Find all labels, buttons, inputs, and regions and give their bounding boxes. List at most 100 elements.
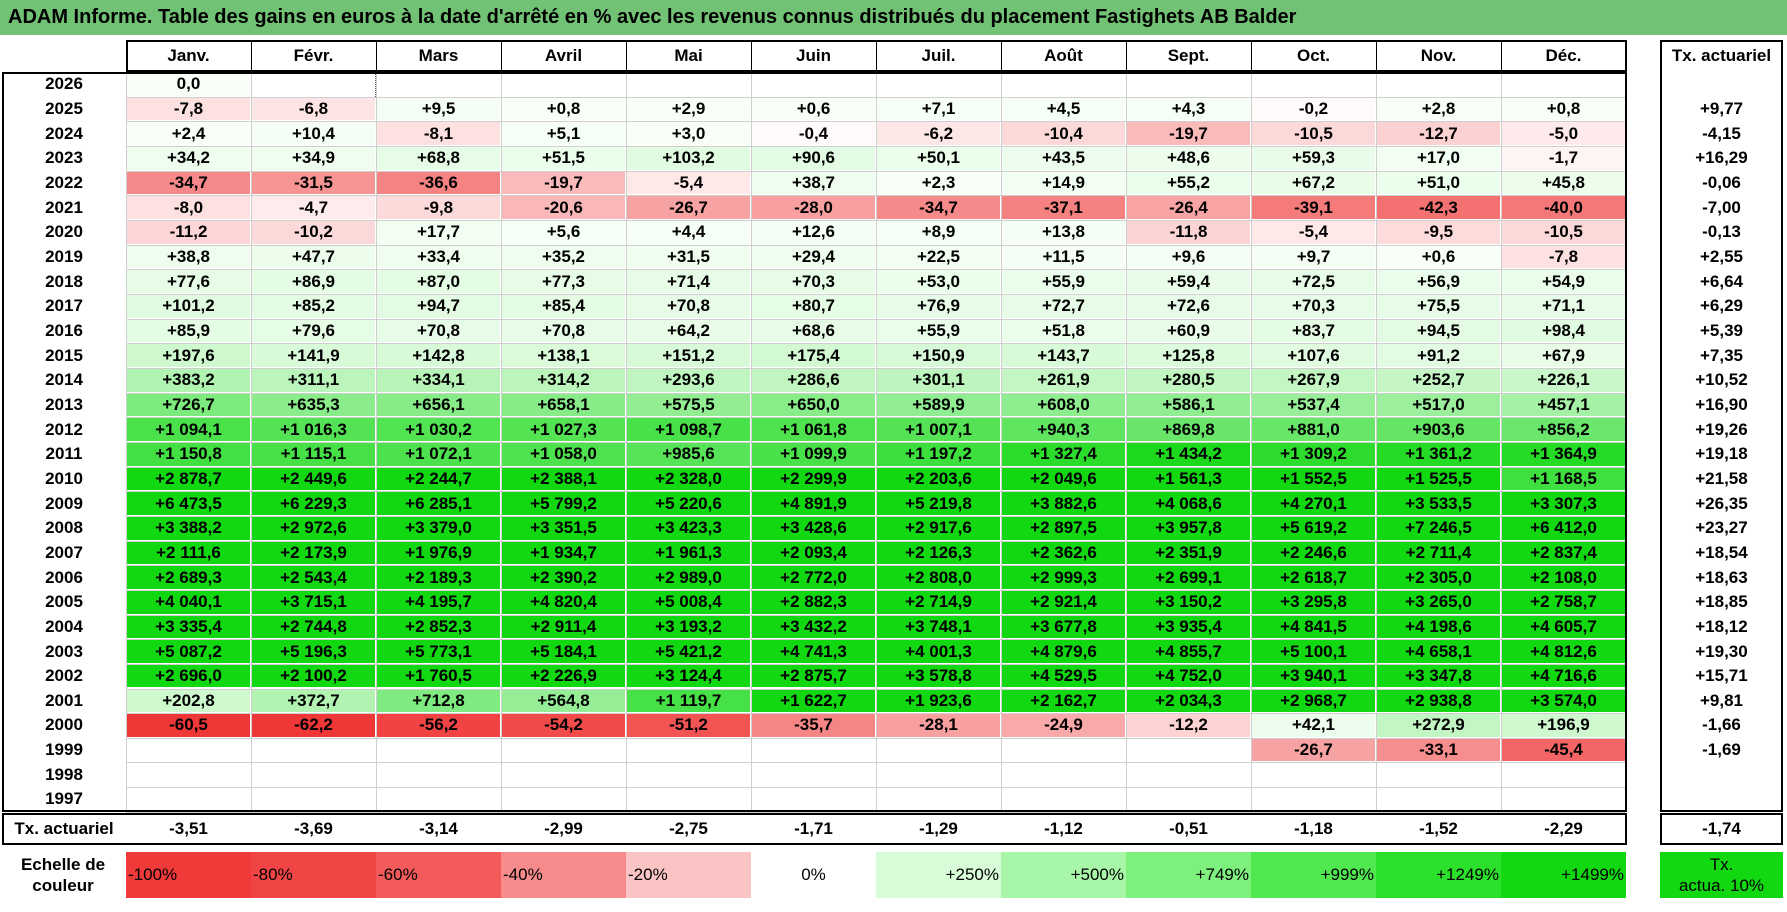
- footer-annual-rate: -1,74: [1702, 819, 1741, 838]
- value-cell: +72,7: [1002, 294, 1125, 318]
- header-separator: [1251, 40, 1252, 72]
- value-cell: +29,4: [752, 245, 875, 269]
- value-cell: +2 189,3: [377, 566, 500, 589]
- value-cell: +1 923,6: [877, 689, 1000, 713]
- header-separator: [1501, 40, 1502, 72]
- value-cell: +2 968,7: [1252, 689, 1375, 713]
- value-cell: +2 989,0: [627, 566, 750, 589]
- value-cell: +301,1: [877, 368, 1000, 392]
- value-cell: -1,7: [1502, 146, 1625, 170]
- value-cell: +34,2: [127, 146, 250, 170]
- value-cell: +70,3: [1252, 294, 1375, 318]
- value-cell: +71,4: [627, 270, 750, 293]
- value-cell: +107,6: [1252, 344, 1375, 367]
- year-label: 2025: [45, 98, 83, 118]
- value-cell: +3 423,3: [627, 516, 750, 540]
- value-cell: +60,9: [1127, 319, 1250, 343]
- value-cell: [377, 738, 500, 762]
- value-cell: +7,1: [877, 97, 1000, 121]
- value-cell: +80,7: [752, 294, 875, 318]
- value-cell: +151,2: [627, 344, 750, 367]
- value-cell: -19,7: [1127, 122, 1250, 145]
- value-cell: +4 820,4: [502, 590, 625, 614]
- year-label: 1997: [45, 789, 83, 809]
- value-cell: +2 093,4: [752, 541, 875, 565]
- year-label: 2024: [45, 123, 83, 143]
- value-cell: +55,2: [1127, 171, 1250, 195]
- value-cell: +9,6: [1127, 245, 1250, 269]
- value-cell: +2 875,7: [752, 664, 875, 688]
- month-header: Déc.: [1545, 46, 1582, 65]
- value-cell: [1502, 788, 1625, 811]
- value-cell: +4 040,1: [127, 590, 250, 614]
- value-cell: +56,9: [1377, 270, 1500, 293]
- value-cell: +635,3: [252, 393, 375, 417]
- value-cell: [877, 738, 1000, 762]
- legend-swatch: -80%: [251, 852, 376, 898]
- value-cell: +1 622,7: [752, 689, 875, 713]
- value-cell: +712,8: [377, 689, 500, 713]
- annual-rate-cell: +6,29: [1699, 296, 1743, 316]
- value-cell: +1 327,4: [1002, 442, 1125, 466]
- col-grid-line: [626, 72, 627, 812]
- value-cell: +3 957,8: [1127, 516, 1250, 540]
- value-cell: +35,2: [502, 245, 625, 269]
- year-label: 1999: [45, 740, 83, 760]
- value-cell: [1002, 738, 1125, 762]
- value-cell: -7,8: [127, 97, 250, 121]
- value-cell: +5 100,1: [1252, 640, 1375, 663]
- value-cell: +5 421,2: [627, 640, 750, 663]
- value-cell: +2 049,6: [1002, 467, 1125, 491]
- value-cell: -5,0: [1502, 122, 1625, 145]
- value-cell: +4 716,6: [1502, 664, 1625, 688]
- value-cell: +2 362,6: [1002, 541, 1125, 565]
- value-cell: -9,5: [1377, 220, 1500, 244]
- value-cell: +3 379,0: [377, 516, 500, 540]
- value-cell: +2 711,4: [1377, 541, 1500, 565]
- value-cell: -51,2: [627, 714, 750, 737]
- month-header: Nov.: [1420, 46, 1457, 65]
- value-cell: +2 772,0: [752, 566, 875, 589]
- year-label: 2002: [45, 666, 83, 686]
- annual-rate-cell: +7,35: [1699, 345, 1743, 365]
- annual-rate-cell: +6,64: [1699, 271, 1743, 291]
- value-cell: +1 168,5: [1502, 467, 1625, 491]
- month-header: Juin: [796, 46, 831, 65]
- value-cell: +54,9: [1502, 270, 1625, 293]
- value-cell: +2,9: [627, 97, 750, 121]
- value-cell: +94,5: [1377, 319, 1500, 343]
- value-cell: -7,8: [1502, 245, 1625, 269]
- col-grid-line: [501, 72, 502, 812]
- value-cell: +143,7: [1002, 344, 1125, 367]
- value-cell: [627, 788, 750, 811]
- year-label: 2010: [45, 468, 83, 488]
- value-cell: +252,7: [1377, 368, 1500, 392]
- value-cell: +2 689,3: [127, 566, 250, 589]
- annual-rate-cell: -4,15: [1702, 123, 1741, 143]
- value-cell: [1127, 788, 1250, 811]
- header-separator: [501, 40, 502, 72]
- year-label: 2023: [45, 148, 83, 168]
- header-separator: [1126, 40, 1127, 72]
- footer-rate-cell: -3,51: [169, 819, 208, 838]
- legend-swatch: 0%: [751, 852, 876, 898]
- month-header: Mai: [674, 46, 703, 65]
- value-cell: +1 115,1: [252, 442, 375, 466]
- annual-rate-cell: +18,54: [1695, 542, 1748, 562]
- value-cell: +0,6: [1377, 245, 1500, 269]
- value-cell: -39,1: [1252, 196, 1375, 219]
- legend-label: Echelle de couleur: [0, 854, 126, 896]
- value-cell: +1 007,1: [877, 418, 1000, 441]
- value-cell: +1 030,2: [377, 418, 500, 441]
- value-cell: +2 917,6: [877, 516, 1000, 540]
- annual-rate-cell: +10,52: [1695, 370, 1748, 390]
- value-cell: +881,0: [1252, 418, 1375, 441]
- value-cell: -35,7: [752, 714, 875, 737]
- dotted-border: [375, 72, 377, 97]
- value-cell: +226,1: [1502, 368, 1625, 392]
- value-cell: +2 390,2: [502, 566, 625, 589]
- value-cell: +85,9: [127, 319, 250, 343]
- value-cell: +3 347,8: [1377, 664, 1500, 688]
- month-header: Mars: [418, 46, 459, 65]
- month-header: Oct.: [1296, 46, 1331, 65]
